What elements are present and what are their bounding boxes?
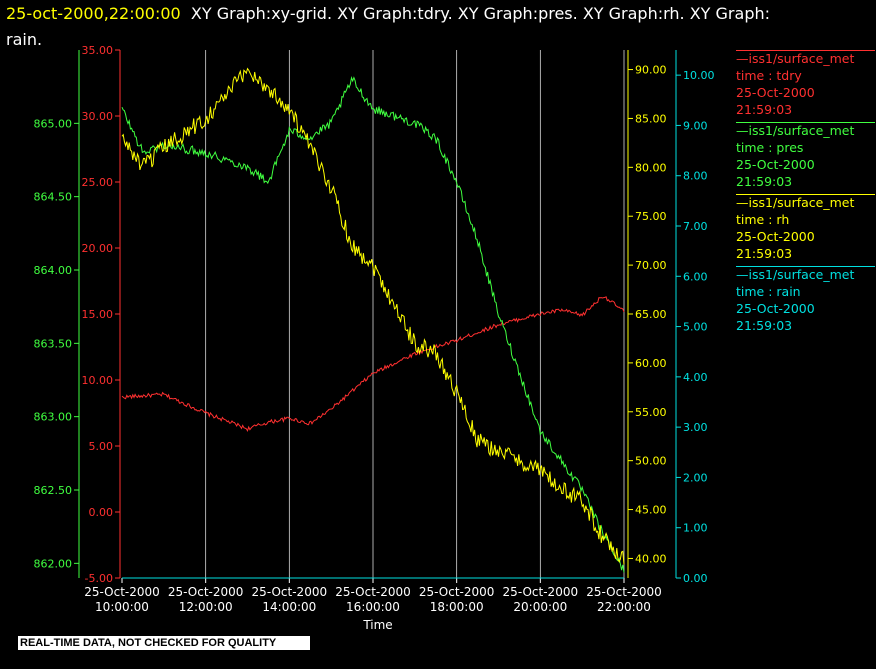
y-tick-label-rh: 45.00 xyxy=(635,504,667,517)
y-tick-label-rh: 40.00 xyxy=(635,552,667,565)
y-tick-label-pres: 862.50 xyxy=(34,484,73,497)
legend-entry-rain: —iss1/surface_met time : rain 25-Oct-200… xyxy=(736,266,875,334)
legend-field: time : rh xyxy=(736,212,790,227)
y-tick-label-rh: 60.00 xyxy=(635,357,667,370)
legend-source: —iss1/surface_met xyxy=(736,195,855,210)
x-tick-time: 16:00:00 xyxy=(346,600,400,614)
y-tick-label-rain: 1.00 xyxy=(683,522,708,535)
x-tick-time: 22:00:00 xyxy=(597,600,651,614)
x-tick-time: 18:00:00 xyxy=(430,600,484,614)
y-tick-label-tdry: 10.00 xyxy=(82,374,114,387)
title-line-1: 25-oct-2000,22:00:00 XY Graph:xy-grid. X… xyxy=(6,4,770,23)
y-tick-label-rh: 85.00 xyxy=(635,112,667,125)
y-tick-label-pres: 864.00 xyxy=(34,264,73,277)
x-tick-date: 25-Oct-2000 xyxy=(503,585,579,599)
y-tick-label-tdry: 25.00 xyxy=(82,176,114,189)
legend-date: 25-Oct-2000 xyxy=(736,301,815,316)
y-tick-label-rh: 50.00 xyxy=(635,455,667,468)
legend-entry-pres: —iss1/surface_met time : pres 25-Oct-200… xyxy=(736,122,875,190)
quality-warning: REAL-TIME DATA, NOT CHECKED FOR QUALITY xyxy=(18,636,310,650)
legend-time: 21:59:03 xyxy=(736,174,793,189)
y-tick-label-rain: 3.00 xyxy=(683,421,708,434)
y-tick-label-rain: 2.00 xyxy=(683,471,708,484)
series-line-pres xyxy=(121,75,625,573)
y-tick-label-rh: 80.00 xyxy=(635,161,667,174)
y-tick-label-pres: 865.00 xyxy=(34,117,73,130)
x-tick-date: 25-Oct-2000 xyxy=(419,585,495,599)
y-tick-label-rain: 4.00 xyxy=(683,371,708,384)
legend-separator xyxy=(736,266,875,267)
x-tick-time: 10:00:00 xyxy=(95,600,149,614)
y-tick-label-rain: 8.00 xyxy=(683,170,708,183)
x-tick-date: 25-Oct-2000 xyxy=(168,585,244,599)
x-tick-date: 25-Oct-2000 xyxy=(84,585,160,599)
x-tick-date: 25-Oct-2000 xyxy=(586,585,662,599)
legend-date: 25-Oct-2000 xyxy=(736,157,815,172)
legend-time: 21:59:03 xyxy=(736,246,793,261)
x-tick-time: 20:00:00 xyxy=(513,600,567,614)
legend-separator xyxy=(736,50,875,51)
y-tick-label-pres: 863.50 xyxy=(34,337,73,350)
y-tick-label-tdry: 20.00 xyxy=(82,242,114,255)
y-tick-label-rh: 75.00 xyxy=(635,210,667,223)
legend-entry-tdry: —iss1/surface_met time : tdry 25-Oct-200… xyxy=(736,50,875,118)
x-tick-time: 14:00:00 xyxy=(262,600,316,614)
title-graph-list: XY Graph:xy-grid. XY Graph:tdry. XY Grap… xyxy=(190,4,770,23)
series-line-rh xyxy=(121,67,625,565)
y-tick-label-tdry: -5.00 xyxy=(85,572,113,585)
y-tick-label-rain: 9.00 xyxy=(683,119,708,132)
y-tick-label-rh: 55.00 xyxy=(635,406,667,419)
legend-source: —iss1/surface_met xyxy=(736,123,855,138)
y-tick-label-rh: 65.00 xyxy=(635,308,667,321)
y-tick-label-pres: 862.00 xyxy=(34,557,73,570)
y-tick-label-pres: 864.50 xyxy=(34,191,73,204)
legend-source: —iss1/surface_met xyxy=(736,267,855,282)
y-tick-label-rh: 90.00 xyxy=(635,64,667,77)
y-tick-label-tdry: 15.00 xyxy=(82,308,114,321)
y-tick-label-rain: 6.00 xyxy=(683,270,708,283)
legend-entry-rh: —iss1/surface_met time : rh 25-Oct-2000 … xyxy=(736,194,875,262)
legend-date: 25-Oct-2000 xyxy=(736,85,815,100)
y-tick-label-tdry: 0.00 xyxy=(89,506,114,519)
y-tick-label-pres: 863.00 xyxy=(34,411,73,424)
y-tick-label-rain: 5.00 xyxy=(683,321,708,334)
x-axis-label: Time xyxy=(362,618,392,632)
y-tick-label-rain: 10.00 xyxy=(683,69,715,82)
title-timestamp: 25-oct-2000,22:00:00 xyxy=(6,4,181,23)
title-line-2: rain. xyxy=(6,30,43,49)
legend-date: 25-Oct-2000 xyxy=(736,229,815,244)
y-tick-label-tdry: 35.00 xyxy=(82,44,114,57)
y-tick-label-tdry: 5.00 xyxy=(89,440,114,453)
legend-separator xyxy=(736,122,875,123)
legend-separator xyxy=(736,194,875,195)
x-tick-date: 25-Oct-2000 xyxy=(252,585,328,599)
y-tick-label-rh: 70.00 xyxy=(635,259,667,272)
y-tick-label-rain: 7.00 xyxy=(683,220,708,233)
series-line-tdry xyxy=(121,296,625,433)
legend-time: 21:59:03 xyxy=(736,102,793,117)
legend-field: time : tdry xyxy=(736,68,802,83)
legend-time: 21:59:03 xyxy=(736,318,793,333)
x-tick-time: 12:00:00 xyxy=(179,600,233,614)
legend-field: time : rain xyxy=(736,284,801,299)
legend-field: time : pres xyxy=(736,140,804,155)
legend-source: —iss1/surface_met xyxy=(736,51,855,66)
y-tick-label-tdry: 30.00 xyxy=(82,110,114,123)
y-tick-label-rain: 0.00 xyxy=(683,572,708,585)
x-tick-date: 25-Oct-2000 xyxy=(335,585,411,599)
